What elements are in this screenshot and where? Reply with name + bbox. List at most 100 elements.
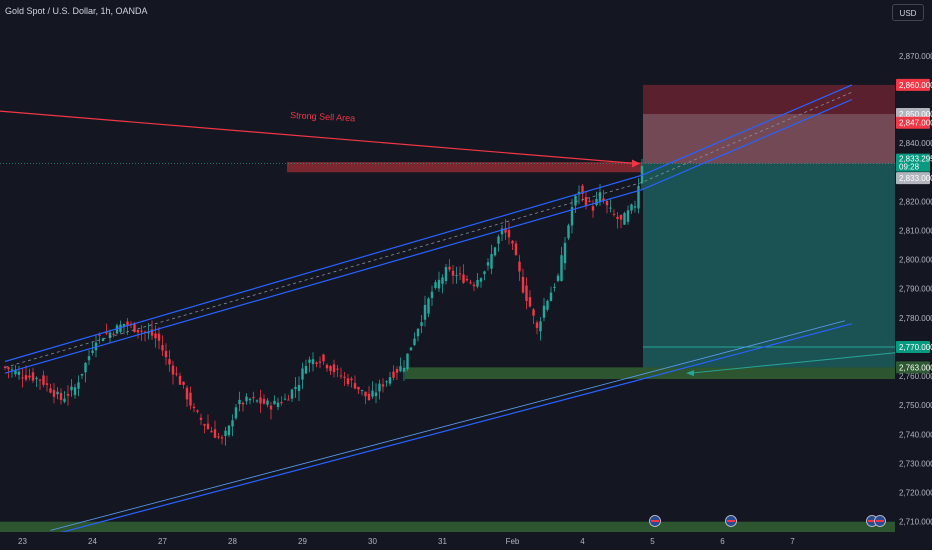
candle-body — [283, 398, 287, 400]
entry-price-label-bg — [896, 172, 930, 185]
candle-body — [17, 371, 21, 375]
candle-body — [143, 331, 147, 333]
candle-body — [451, 270, 455, 276]
candle-body — [308, 359, 311, 363]
candle-body — [528, 297, 532, 307]
time-tick-label: 31 — [438, 537, 447, 546]
lower-support-zone — [0, 521, 895, 534]
candle-body — [511, 240, 514, 244]
candle-body — [206, 423, 210, 429]
price-tick-label: 2,800.000 — [899, 256, 932, 265]
candle-body — [619, 214, 623, 220]
candle-body — [556, 275, 560, 281]
time-tick-label: 5 — [650, 537, 655, 546]
candle-body — [59, 392, 63, 400]
candle-body — [378, 383, 381, 392]
candle-body — [395, 369, 399, 373]
candle-body — [602, 198, 605, 201]
candle-body — [136, 329, 140, 333]
candle-body — [31, 372, 35, 381]
candle-body — [101, 338, 105, 342]
candle-body — [535, 322, 539, 328]
candle-body — [182, 381, 185, 385]
candle-body — [304, 366, 308, 374]
candle-body — [140, 330, 143, 332]
candle-body — [525, 285, 528, 302]
candle-body — [416, 328, 420, 337]
candle-body — [98, 334, 101, 336]
candle-body — [133, 323, 136, 332]
candle-body — [238, 399, 241, 405]
candle-body — [56, 391, 59, 395]
candle-body — [409, 347, 413, 351]
candle-body — [77, 382, 80, 389]
price-tick-label: 2,810.000 — [899, 226, 932, 235]
strong-sell-annotation: Strong Sell Area — [290, 110, 355, 123]
candle-body — [350, 378, 353, 381]
candle-body — [521, 276, 525, 293]
price-tick-label: 2,870.000 — [899, 52, 932, 61]
sell-arrow-head — [632, 159, 640, 168]
candle-body — [367, 393, 371, 401]
candle-body — [269, 405, 273, 410]
candle-body — [122, 323, 126, 327]
current-price-bg — [896, 153, 930, 172]
candle-body — [164, 350, 168, 358]
candle-body — [490, 254, 493, 269]
strong-sell-zone — [287, 162, 642, 173]
price-tick-label: 2,740.000 — [899, 430, 932, 439]
candle-body — [462, 274, 465, 283]
candle-body — [301, 368, 304, 380]
level-2770-label: 2,770.000 — [899, 343, 932, 352]
time-tick-label: 29 — [298, 537, 307, 546]
candle-body — [287, 399, 290, 401]
candle-body — [392, 371, 395, 378]
candle-body — [115, 325, 119, 334]
candle-body — [430, 291, 434, 298]
candle-body — [570, 207, 574, 226]
candle-body — [465, 279, 469, 281]
candle-body — [479, 278, 483, 282]
candle-body — [210, 431, 213, 433]
candle-body — [560, 255, 563, 281]
candle-body — [616, 216, 619, 219]
candle-body — [563, 242, 567, 264]
candle-body — [252, 397, 255, 399]
candle-body — [553, 286, 556, 288]
candle-body — [192, 406, 196, 408]
candle-body — [339, 375, 343, 377]
candle-body — [532, 309, 535, 316]
candle-body — [87, 356, 91, 361]
candle-body — [633, 206, 637, 208]
candle-body — [514, 243, 518, 256]
candle-body — [66, 393, 70, 396]
candle-body — [483, 271, 486, 275]
candle-body — [353, 383, 357, 389]
support-arrow-line — [689, 352, 896, 374]
candle-body — [157, 333, 161, 341]
candle-body — [493, 247, 497, 256]
candle-body — [84, 362, 87, 373]
price-tick-label: 2,840.000 — [899, 139, 932, 148]
candle-body — [588, 200, 591, 202]
candle-body — [626, 210, 630, 222]
candle-body — [476, 280, 479, 287]
candle-body — [637, 185, 640, 209]
candle-body — [434, 282, 437, 288]
candle-body — [290, 389, 294, 399]
level-2770-label-bg — [896, 340, 930, 353]
currency-selector-button[interactable]: USD — [892, 4, 924, 21]
candle-body — [427, 298, 430, 314]
candle-body — [388, 377, 392, 384]
candle-body — [497, 236, 500, 244]
candle-body — [273, 400, 276, 405]
price-tick-label: 2,820.000 — [899, 197, 932, 206]
candle-body — [315, 362, 318, 364]
candle-body — [248, 398, 252, 401]
channel-lower-line — [4, 98, 853, 374]
candle-body — [255, 400, 259, 402]
lower-channel-line — [57, 323, 853, 534]
candle-body — [402, 367, 406, 372]
